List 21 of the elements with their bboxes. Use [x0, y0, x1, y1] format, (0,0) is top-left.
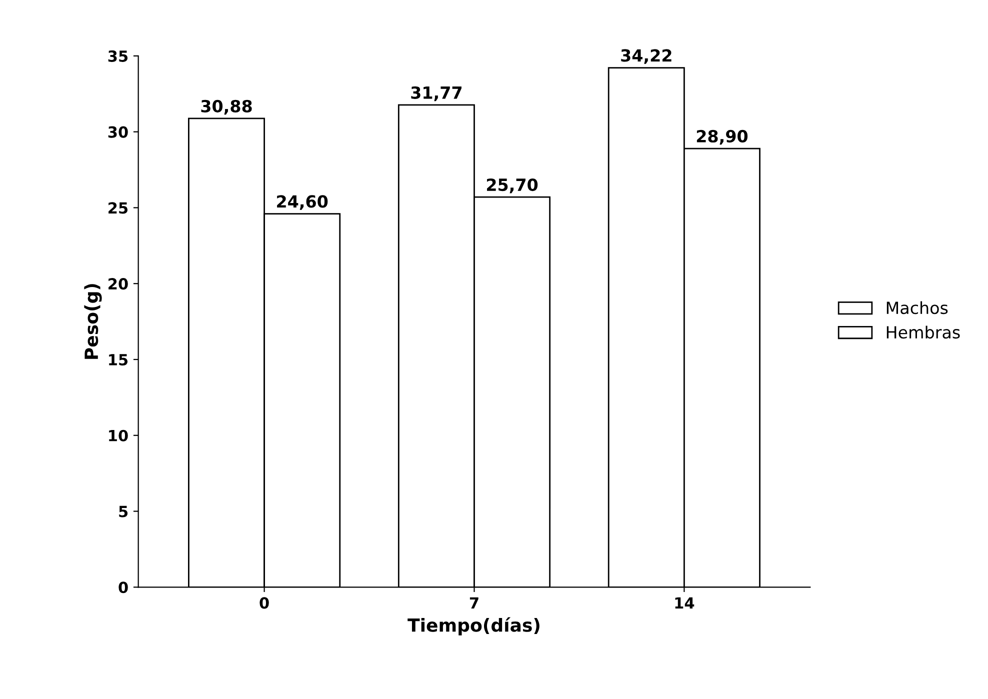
y-tick-label: 0 — [118, 582, 128, 594]
legend-label: Hembras — [886, 326, 960, 339]
y-tick-label: 25 — [108, 202, 128, 214]
y-tick-label: 5 — [119, 506, 128, 518]
y-tick-label: 10 — [109, 430, 128, 442]
data-label: 25,70 — [486, 178, 538, 194]
data-label: 31,77 — [411, 86, 462, 102]
data-label: 30,88 — [201, 100, 252, 115]
y-axis-title: Peso(g) — [84, 284, 102, 359]
legend-label: Machos — [886, 301, 948, 314]
y-tick-label: 15 — [109, 354, 128, 366]
data-label: 24,60 — [277, 195, 328, 210]
y-tick-label: 30 — [108, 126, 128, 138]
x-tick-label: 0 — [260, 597, 269, 609]
data-label: 28,90 — [696, 130, 748, 145]
x-axis-title: Tiempo(días) — [408, 617, 540, 636]
x-tick-label: 14 — [675, 597, 694, 608]
data-label: 34,22 — [621, 49, 672, 64]
y-tick-label: 35 — [108, 50, 128, 62]
x-tick-label: 7 — [470, 597, 478, 608]
y-tick-label: 20 — [108, 278, 128, 290]
